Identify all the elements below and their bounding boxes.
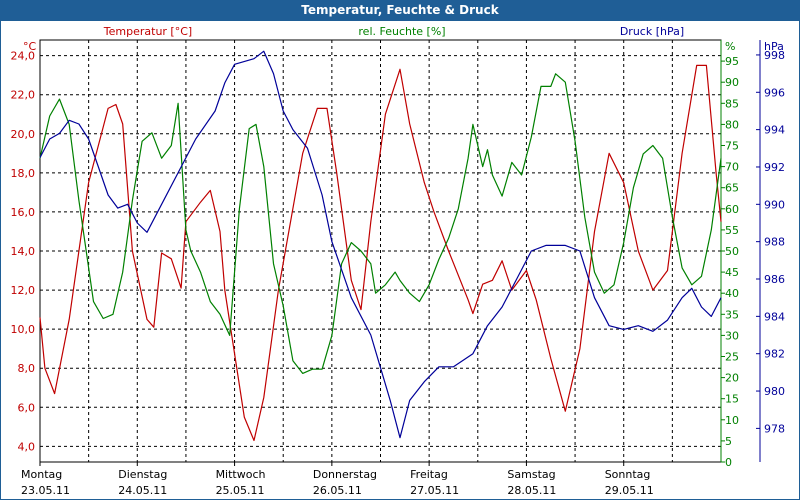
y-tick-humidity: 75 bbox=[725, 140, 739, 153]
x-tick-date: 29.05.11 bbox=[605, 484, 654, 497]
x-tick-date: 23.05.11 bbox=[21, 484, 70, 497]
y-tick-temperature: 12,0 bbox=[11, 284, 36, 297]
y-unit-pressure: hPa bbox=[764, 40, 784, 53]
axis-label-humidity: rel. Feuchte [%] bbox=[358, 25, 445, 38]
y-tick-pressure: 994 bbox=[764, 124, 785, 137]
x-tick-day: Mittwoch bbox=[216, 468, 266, 481]
y-tick-temperature: 8,0 bbox=[18, 362, 36, 375]
y-tick-pressure: 990 bbox=[764, 198, 785, 211]
y-tick-humidity: 15 bbox=[725, 393, 739, 406]
y-tick-humidity: 25 bbox=[725, 351, 739, 364]
y-tick-pressure: 984 bbox=[764, 310, 785, 323]
y-tick-humidity: 20 bbox=[725, 372, 739, 385]
y-tick-pressure: 980 bbox=[764, 385, 785, 398]
y-tick-humidity: 65 bbox=[725, 182, 739, 195]
x-tick-day: Sonntag bbox=[605, 468, 651, 481]
x-tick-day: Donnerstag bbox=[313, 468, 377, 481]
y-tick-humidity: 85 bbox=[725, 97, 739, 110]
y-tick-pressure: 996 bbox=[764, 86, 785, 99]
y-tick-humidity: 70 bbox=[725, 161, 739, 174]
y-tick-temperature: 18,0 bbox=[11, 167, 36, 180]
x-tick-date: 25.05.11 bbox=[216, 484, 265, 497]
y-tick-pressure: 986 bbox=[764, 273, 785, 286]
x-tick-date: 26.05.11 bbox=[313, 484, 362, 497]
y-tick-humidity: 40 bbox=[725, 287, 739, 300]
axis-label-temperature: Temperatur [°C] bbox=[103, 25, 192, 38]
title-bar: Temperatur, Feuchte & Druck bbox=[1, 1, 799, 21]
y-tick-humidity: 80 bbox=[725, 118, 739, 131]
y-tick-humidity: 45 bbox=[725, 266, 739, 279]
x-tick-day: Montag bbox=[21, 468, 62, 481]
pressure-line bbox=[39, 50, 722, 439]
y-tick-humidity: 60 bbox=[725, 203, 739, 216]
y-unit-temperature: °C bbox=[23, 40, 37, 53]
y-tick-pressure: 982 bbox=[764, 348, 785, 361]
axis-label-pressure: Druck [hPa] bbox=[620, 25, 684, 38]
y-unit-humidity: % bbox=[725, 40, 735, 53]
y-tick-pressure: 988 bbox=[764, 236, 785, 249]
chart-title: Temperatur, Feuchte & Druck bbox=[301, 3, 499, 17]
y-tick-humidity: 0 bbox=[725, 456, 732, 469]
y-tick-humidity: 90 bbox=[725, 76, 739, 89]
y-tick-humidity: 95 bbox=[725, 55, 739, 68]
y-tick-humidity: 30 bbox=[725, 329, 739, 342]
temperature-line bbox=[39, 64, 722, 442]
y-tick-temperature: 24,0 bbox=[11, 50, 36, 63]
x-tick-day: Samstag bbox=[507, 468, 555, 481]
y-tick-pressure: 992 bbox=[764, 161, 785, 174]
x-tick-date: 24.05.11 bbox=[118, 484, 167, 497]
y-tick-temperature: 22,0 bbox=[11, 89, 36, 102]
x-tick-day: Dienstag bbox=[118, 468, 167, 481]
y-tick-pressure: 978 bbox=[764, 422, 785, 435]
y-tick-temperature: 4,0 bbox=[18, 440, 36, 453]
y-tick-pressure: 998 bbox=[764, 49, 785, 62]
y-tick-humidity: 10 bbox=[725, 414, 739, 427]
x-tick-date: 28.05.11 bbox=[507, 484, 556, 497]
y-tick-humidity: 5 bbox=[725, 435, 732, 448]
y-tick-temperature: 16,0 bbox=[11, 206, 36, 219]
y-tick-temperature: 10,0 bbox=[11, 323, 36, 336]
y-tick-temperature: 14,0 bbox=[11, 245, 36, 258]
y-tick-temperature: 6,0 bbox=[18, 401, 36, 414]
x-tick-date: 27.05.11 bbox=[410, 484, 459, 497]
y-tick-humidity: 55 bbox=[725, 224, 739, 237]
humidity-line bbox=[39, 73, 722, 374]
y-tick-humidity: 35 bbox=[725, 308, 739, 321]
y-tick-humidity: 50 bbox=[725, 245, 739, 258]
y-tick-temperature: 20,0 bbox=[11, 128, 36, 141]
x-tick-day: Freitag bbox=[410, 468, 448, 481]
